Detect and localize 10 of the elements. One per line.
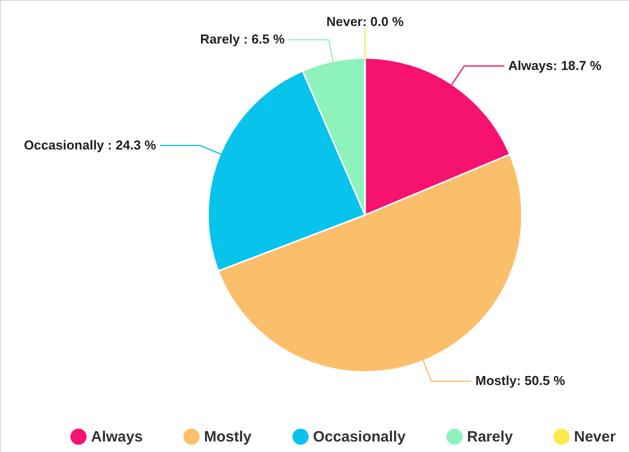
legend-label: Always xyxy=(91,428,143,446)
data-label: Occasionally : 24.3 % xyxy=(24,137,156,152)
legend-label: Never xyxy=(574,428,616,446)
text: Never: 0.0 % xyxy=(326,14,404,29)
data-label: Always: 18.7 % xyxy=(508,58,602,74)
data-label: Rarely : 6.5 % xyxy=(200,32,286,47)
data-label: Mostly: 50.5 % xyxy=(475,373,566,388)
legend-label: Rarely xyxy=(467,428,514,446)
legend-label: Occasionally xyxy=(313,428,406,446)
legend-label: Mostly xyxy=(204,428,252,446)
